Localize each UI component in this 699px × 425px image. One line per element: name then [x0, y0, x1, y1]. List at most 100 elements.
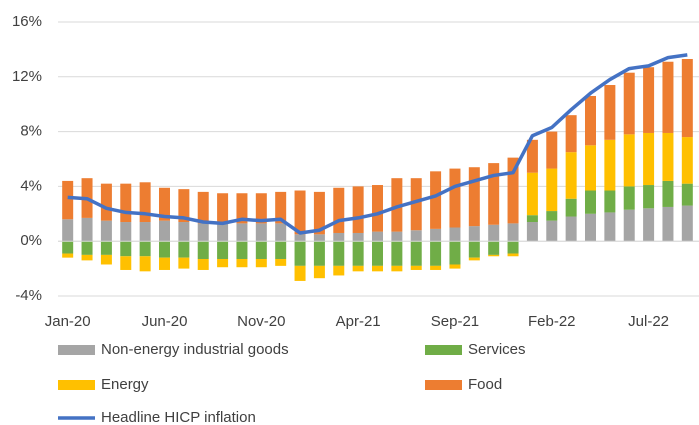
bar-segment: [410, 230, 422, 242]
bar-segment: [681, 58, 693, 138]
bar-segment: [139, 241, 151, 257]
bar-segment: [62, 241, 74, 254]
bar-segment: [430, 265, 442, 270]
bar-segment: [352, 186, 364, 233]
bar-segment: [643, 132, 655, 186]
bar-segment: [507, 253, 519, 257]
bar-segment: [526, 222, 538, 242]
bar-segment: [391, 265, 403, 272]
bar-segment: [313, 191, 325, 235]
legend-swatch: [58, 345, 95, 355]
bar-segment: [255, 223, 267, 242]
y-tick-label: -4%: [15, 287, 42, 304]
bar-segment: [643, 67, 655, 133]
bar-segment: [236, 241, 248, 260]
bar-segment: [100, 220, 112, 242]
bar-segment: [159, 257, 170, 270]
bar-segment: [352, 241, 364, 266]
line-series: [67, 53, 688, 235]
bar-segment: [681, 183, 693, 206]
bar-segment: [294, 234, 306, 242]
bar-segment: [507, 241, 519, 254]
bar-segment: [275, 223, 287, 242]
bar-segment: [333, 187, 345, 233]
bar-segment: [352, 232, 364, 242]
bar-segment: [468, 257, 480, 261]
legend-swatch: [425, 345, 462, 355]
bar-segment: [255, 193, 267, 224]
bar-segment: [546, 131, 558, 169]
bar-segment: [468, 167, 480, 227]
bar-segment: [526, 139, 538, 173]
bar-segment: [468, 241, 480, 258]
bar-segment: [526, 215, 538, 223]
bar-segment: [197, 241, 209, 260]
bar-segment: [507, 157, 519, 224]
bar-segment: [488, 224, 500, 242]
bar-segment: [410, 265, 422, 270]
bar-segment: [449, 168, 461, 228]
bar-segment: [430, 228, 442, 242]
bar-segment: [662, 180, 674, 207]
bar-segment: [681, 205, 693, 242]
bar-segment: [313, 234, 325, 242]
bar-segment: [623, 134, 635, 187]
legend-label: Headline HICP inflation: [101, 409, 256, 425]
bar-segment: [410, 241, 422, 266]
bar-segment: [565, 216, 577, 242]
bar-segment: [275, 259, 287, 266]
bar-segment: [294, 265, 306, 281]
bar-segment: [159, 187, 170, 221]
bar-segment: [662, 206, 674, 242]
bar-segment: [430, 171, 442, 229]
bar-segment: [410, 178, 422, 231]
bar-segment: [488, 241, 500, 255]
bar-segment: [139, 182, 151, 223]
bar-segment: [391, 231, 403, 242]
bar-segment: [81, 241, 93, 255]
x-tick-label: Feb-22: [528, 313, 576, 330]
bar-segment: [585, 213, 596, 242]
legend-label: Services: [468, 341, 526, 358]
legend-swatch: [425, 380, 462, 390]
bar-segment: [255, 259, 267, 268]
bar-segment: [120, 222, 132, 242]
bar-segment: [236, 259, 248, 268]
bar-segment: [604, 212, 616, 242]
y-tick-label: 4%: [20, 177, 42, 194]
bar-segment: [62, 219, 74, 242]
bar-segment: [565, 198, 577, 217]
bar-segment: [178, 241, 190, 258]
bar-segment: [178, 257, 190, 269]
bar-segment: [662, 61, 674, 133]
bar-segment: [120, 256, 132, 270]
legend-label: Energy: [101, 376, 149, 393]
bar-segment: [139, 256, 151, 272]
bar-segment: [372, 241, 383, 266]
bar-segment: [643, 208, 655, 242]
bar-segment: [449, 227, 461, 242]
bar-segment: [430, 241, 442, 266]
bar-segment: [120, 241, 132, 257]
bar-segment: [100, 183, 112, 221]
bar-segment: [236, 223, 248, 242]
bar-segment: [449, 241, 461, 265]
bar-segment: [333, 265, 345, 276]
bar-segment: [294, 190, 306, 235]
bar-segment: [120, 183, 132, 223]
bar-segment: [623, 186, 635, 210]
bar-segment: [81, 217, 93, 242]
x-tick-label: Nov-20: [237, 313, 285, 330]
bar-segment: [294, 241, 306, 266]
bar-segment: [236, 193, 248, 224]
x-tick-label: Jun-20: [142, 313, 188, 330]
bar-segment: [217, 193, 229, 224]
bar-segment: [623, 72, 635, 135]
bar-segment: [159, 241, 170, 258]
bar-segment: [255, 241, 267, 260]
bar-segment: [623, 209, 635, 242]
bar-segment: [100, 241, 112, 255]
bar-segment: [217, 241, 229, 260]
bar-segment: [391, 241, 403, 266]
bar-segment: [585, 145, 596, 191]
